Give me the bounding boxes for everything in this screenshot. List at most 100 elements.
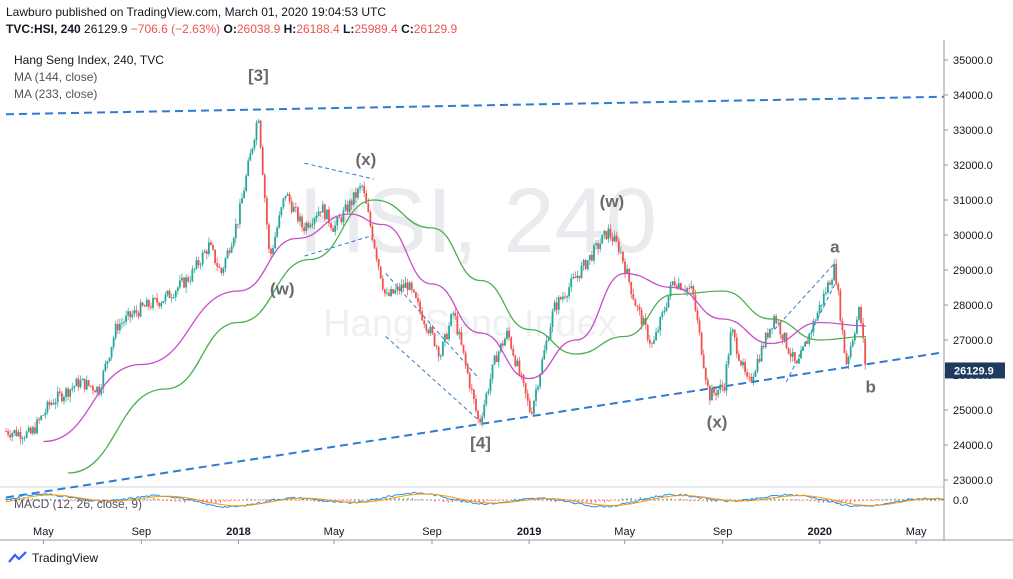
- candle-body: [816, 312, 819, 321]
- candle-body: [711, 388, 713, 401]
- candle-body: [301, 216, 303, 228]
- candle-body: [723, 387, 726, 391]
- y-tick-label: 33000.0: [953, 125, 993, 137]
- macd-histogram-bar: [545, 500, 548, 501]
- candle-body: [52, 402, 55, 405]
- candle-body: [669, 284, 672, 297]
- macd-histogram-bar: [898, 499, 900, 501]
- candle-body: [648, 339, 651, 344]
- candle-body: [551, 311, 554, 327]
- candle-body: [317, 211, 320, 216]
- candle-body: [408, 282, 411, 291]
- candle-body: [624, 261, 626, 274]
- ma233-legend[interactable]: MA (233, close): [14, 87, 98, 101]
- x-tick-label: May: [33, 526, 54, 538]
- candle-body: [559, 297, 562, 300]
- candle-body: [636, 306, 639, 307]
- candle-body: [201, 252, 204, 265]
- candle-body: [615, 235, 618, 242]
- candle-body: [346, 204, 349, 212]
- candle-body: [653, 340, 655, 344]
- candle-body: [483, 404, 486, 417]
- macd-histogram-bar: [711, 500, 713, 502]
- candle-body: [162, 301, 165, 304]
- candle-body: [508, 330, 510, 338]
- macd-histogram-bar: [822, 500, 824, 503]
- macd-histogram-bar: [670, 498, 673, 501]
- candle-body: [71, 387, 74, 390]
- macd-histogram-bar: [255, 499, 257, 501]
- close-label: C:: [401, 22, 414, 36]
- candle-body: [222, 268, 225, 273]
- moving-averages: [43, 199, 866, 474]
- candle-body: [597, 243, 600, 249]
- tradingview-footer[interactable]: TradingView: [8, 550, 98, 566]
- candle-body: [375, 248, 378, 260]
- candle-body: [460, 332, 463, 345]
- candle-body: [837, 284, 840, 291]
- candle-body: [810, 332, 813, 334]
- candle-body: [475, 399, 477, 411]
- candle-body: [60, 392, 63, 402]
- candle-body: [164, 294, 167, 302]
- candle-body: [145, 300, 148, 307]
- candles: [5, 118, 867, 445]
- x-tick-label: 2018: [226, 526, 250, 538]
- macd-histogram-bar: [197, 500, 199, 503]
- candle-body: [98, 386, 101, 395]
- candle-body: [582, 260, 585, 266]
- candle-body: [23, 437, 26, 439]
- candle-body: [622, 251, 624, 262]
- macd-histogram-bar: [809, 500, 811, 502]
- candle-body: [628, 268, 631, 282]
- ma144-line: [43, 213, 866, 443]
- ma144-legend[interactable]: MA (144, close): [14, 70, 98, 84]
- candle-body: [251, 148, 254, 154]
- candle-body: [688, 287, 691, 289]
- macd-signal-line: [5, 493, 945, 507]
- macd-histogram-bar: [108, 500, 110, 501]
- macd-histogram-bar: [411, 498, 414, 501]
- time-axis[interactable]: May Sep 2018 May Sep 2019 May Sep 2020 May: [0, 526, 1013, 544]
- macd-histogram-bar: [215, 500, 217, 504]
- candle-body: [7, 431, 9, 435]
- candle-body: [760, 345, 763, 362]
- candle-body: [750, 376, 753, 382]
- candle-body: [288, 194, 291, 202]
- candle-body: [325, 209, 328, 220]
- macd-histogram-bar: [161, 500, 163, 501]
- macd-histogram-bar: [184, 500, 186, 503]
- candle-body: [125, 315, 127, 322]
- candle-body: [771, 328, 773, 329]
- candle-body: [748, 376, 751, 378]
- candle-body: [690, 286, 693, 289]
- candle-body: [607, 228, 610, 240]
- candle-body: [769, 328, 771, 338]
- macd-histogram-bar: [349, 500, 351, 502]
- macd-histogram-bar: [769, 497, 771, 501]
- candle-body: [365, 193, 368, 204]
- candle-body: [265, 197, 268, 225]
- macd-histogram-bar: [335, 500, 338, 501]
- ohlc-bar: TVC:HSI, 240 26129.9 −706.6 (−2.63%) O:2…: [6, 22, 457, 36]
- candle-body: [651, 343, 653, 345]
- candle-body: [210, 242, 212, 246]
- candle-body: [197, 260, 200, 266]
- candle-body: [299, 216, 301, 222]
- candle-body: [522, 374, 525, 383]
- price-axis[interactable]: 23000.024000.025000.026000.027000.028000…: [943, 40, 1005, 540]
- macd-histogram-bar: [595, 500, 597, 503]
- candle-body: [168, 290, 171, 299]
- candle-body: [833, 263, 836, 281]
- candle-body: [241, 198, 243, 204]
- candle-body: [338, 217, 341, 219]
- macd-histogram-bar: [492, 500, 494, 502]
- candle-body: [855, 319, 858, 334]
- candle-body: [663, 310, 666, 313]
- macd-histogram-bar: [603, 500, 606, 503]
- candle-body: [477, 410, 479, 419]
- candle-body: [118, 323, 121, 331]
- low-value: 25989.4: [354, 22, 398, 36]
- candle-body: [104, 363, 107, 371]
